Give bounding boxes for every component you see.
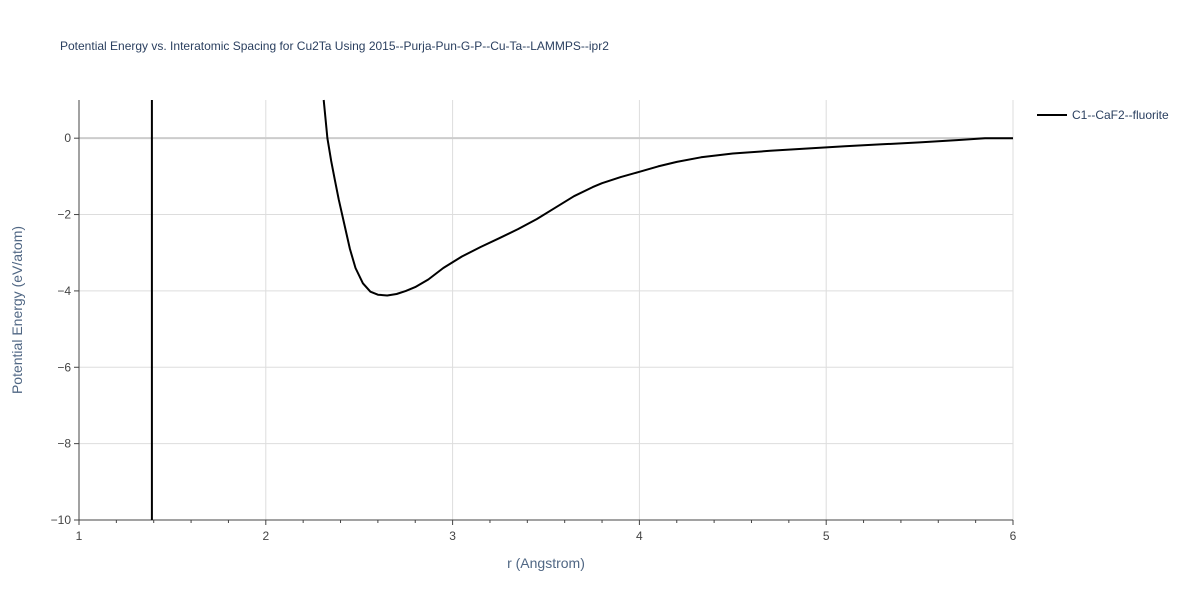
x-axis-title: r (Angstrom) bbox=[507, 555, 585, 571]
y-tick-label: −2 bbox=[57, 208, 71, 222]
y-axis-title: Potential Energy (eV/atom) bbox=[9, 226, 25, 394]
x-tick-label: 2 bbox=[262, 529, 269, 543]
y-tick-label: −6 bbox=[57, 360, 71, 374]
axes bbox=[78, 100, 1013, 521]
y-ticks: 0 −2 −4 −6 −8 −10 bbox=[51, 131, 79, 527]
series-line-c1-caf2-fluorite bbox=[322, 99, 1013, 297]
x-tick-label: 3 bbox=[449, 529, 456, 543]
y-tick-label: 0 bbox=[64, 131, 71, 145]
series-lines bbox=[150, 99, 1013, 520]
x-tick-label: 1 bbox=[76, 529, 83, 543]
y-tick-label: −8 bbox=[57, 437, 71, 451]
x-tick-label: 6 bbox=[1010, 529, 1017, 543]
legend[interactable]: C1--CaF2--fluorite bbox=[1037, 108, 1169, 122]
grid bbox=[79, 100, 1014, 520]
y-tick-label: −4 bbox=[57, 284, 71, 298]
x-tick-label: 4 bbox=[636, 529, 643, 543]
chart-title: Potential Energy vs. Interatomic Spacing… bbox=[60, 39, 609, 53]
legend-label: C1--CaF2--fluorite bbox=[1072, 108, 1169, 122]
x-ticks: 1 2 3 4 5 6 bbox=[76, 520, 1017, 543]
y-tick-label: −10 bbox=[51, 513, 72, 527]
x-tick-label: 5 bbox=[823, 529, 830, 543]
